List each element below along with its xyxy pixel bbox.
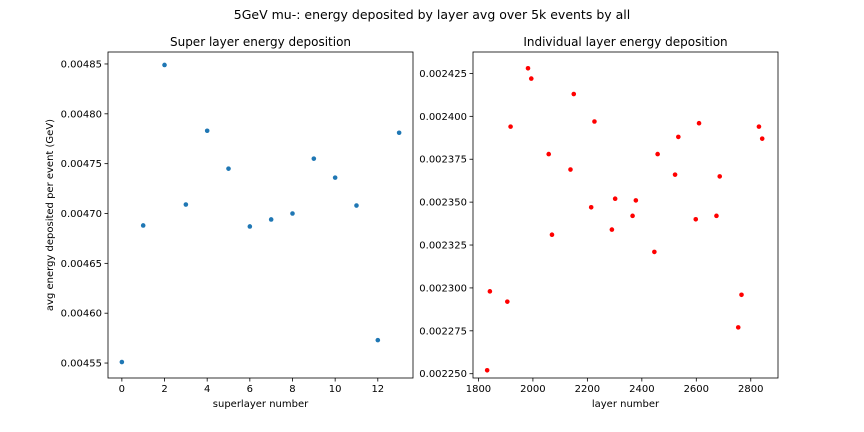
right-data-point: [735, 325, 741, 330]
right-y-tick-label: 0.002325: [419, 241, 467, 252]
left-x-tick-label: 8: [289, 384, 295, 395]
left-data-point: [162, 62, 167, 68]
right-x-tick-label: 2000: [520, 384, 545, 395]
right-data-point: [676, 134, 681, 140]
right-data-point: [696, 120, 702, 126]
right-data-point: [717, 174, 723, 179]
left-data-point: [354, 203, 359, 208]
right-y-tick-label: 0.002300: [419, 283, 467, 294]
left-data-point: [183, 202, 189, 207]
left-data-point: [396, 130, 402, 136]
left-chart-title: Super layer energy deposition: [170, 35, 351, 49]
left-y-tick-label: 0.00470: [61, 209, 102, 220]
left-data-point: [247, 224, 253, 229]
right-x-tick-label: 1800: [466, 384, 491, 395]
right-y-tick-label: 0.002350: [419, 198, 467, 209]
left-axes-frame: [107, 51, 414, 379]
right-data-point: [546, 151, 552, 157]
right-data-point: [528, 76, 534, 81]
right-data-point: [759, 136, 765, 141]
left-x-tick-label: 2: [161, 384, 167, 395]
right-data-point: [525, 66, 531, 71]
right-data-point: [630, 213, 635, 219]
right-data-point: [739, 292, 744, 298]
right-data-point: [652, 249, 657, 255]
right-x-tick-label: 2400: [629, 384, 654, 395]
left-y-tick-label: 0.00465: [61, 259, 102, 270]
left-chart-panel: Super layer energy deposition 0 2 4 6 8 10 12 0.…: [45, 35, 414, 410]
right-chart-title: Individual layer energy deposition: [523, 35, 727, 49]
right-x-tick-label: 2200: [575, 384, 600, 395]
left-data-point: [311, 156, 317, 161]
right-data-point: [508, 124, 513, 129]
left-data-point: [375, 337, 381, 343]
left-y-tick-label: 0.00455: [61, 359, 102, 370]
left-x-tick-label: 0: [119, 384, 125, 395]
right-x-axis-label: layer number: [592, 399, 660, 410]
left-y-tick-label: 0.00460: [61, 309, 102, 320]
left-y-axis-label: avg energy deposited per event (GeV): [45, 119, 56, 311]
right-data-point: [505, 299, 510, 304]
left-data-point: [119, 359, 125, 365]
left-y-tick-label: 0.00475: [61, 159, 102, 170]
right-axes-frame: [472, 51, 779, 379]
right-y-tick-label: 0.002400: [419, 112, 467, 123]
right-data-point: [487, 289, 493, 294]
right-y-tick-label: 0.002250: [419, 369, 467, 380]
right-x-tick-label: 2600: [684, 384, 709, 395]
left-x-tick-label: 6: [247, 384, 253, 395]
right-y-tick-label: 0.002375: [419, 155, 467, 166]
right-data-point: [592, 119, 597, 124]
right-data-point: [571, 91, 577, 97]
right-data-point: [693, 216, 699, 222]
figure-title: 5GeV mu-: energy deposited by layer avg …: [234, 7, 630, 22]
left-data-point: [140, 223, 146, 228]
right-data-point: [588, 204, 594, 210]
left-x-axis-label: superlayer number: [213, 399, 309, 410]
left-x-tick-label: 12: [371, 384, 384, 395]
right-data-point: [633, 198, 639, 203]
right-chart-panel: Individual layer energy deposition 1800 20…: [419, 35, 779, 410]
left-data-point: [204, 128, 210, 134]
right-data-point: [756, 124, 762, 129]
left-x-tick-label: 10: [329, 384, 342, 395]
right-y-tick-label: 0.002425: [419, 69, 467, 80]
right-data-point: [549, 232, 555, 238]
right-data-point: [612, 196, 618, 201]
right-data-point: [672, 172, 678, 177]
left-data-point: [226, 166, 231, 171]
right-data-point: [609, 227, 615, 232]
right-data-point: [568, 167, 573, 172]
left-x-tick-label: 4: [204, 384, 210, 395]
left-data-point: [332, 175, 338, 180]
right-data-point: [484, 367, 490, 373]
right-x-tick-label: 2800: [738, 384, 763, 395]
left-y-tick-label: 0.00485: [61, 59, 102, 70]
left-y-tick-label: 0.00480: [61, 109, 102, 120]
left-data-point: [290, 211, 295, 216]
right-y-tick-label: 0.002275: [419, 326, 467, 337]
right-data-point: [655, 151, 660, 157]
left-data-point: [268, 217, 274, 222]
right-data-point: [714, 213, 719, 219]
